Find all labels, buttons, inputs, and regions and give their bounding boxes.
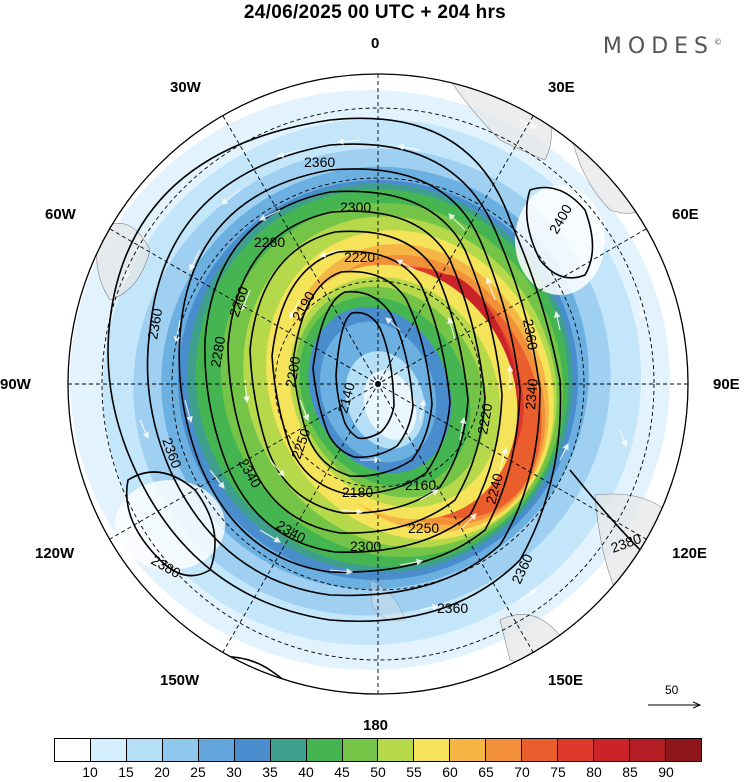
contour-label: 2160 xyxy=(405,477,436,493)
brand-logo: MODES© xyxy=(603,34,722,59)
contour-label: 2300 xyxy=(350,538,381,554)
colorbar-tick-label: 35 xyxy=(262,764,278,780)
brand-mark: © xyxy=(714,37,722,47)
colorbar-tick-label: 60 xyxy=(442,764,458,780)
lon-label-30w: 30W xyxy=(170,79,201,96)
lon-label-60e: 60E xyxy=(672,206,699,223)
contour-label: 2280 xyxy=(254,234,285,250)
pole-marker xyxy=(375,381,381,387)
colorbar-segment xyxy=(594,739,630,761)
contour-label: 2220 xyxy=(344,249,375,265)
height-contours xyxy=(68,117,688,694)
colorbar-segment xyxy=(270,739,307,761)
contour-label: 2180 xyxy=(342,484,373,500)
contour-label: 2360 xyxy=(304,154,335,170)
colorbar-segment xyxy=(414,739,451,761)
map-boundary xyxy=(67,73,689,695)
contour-label: 2360 xyxy=(144,307,165,341)
colorbar-tick-label: 65 xyxy=(478,764,494,780)
colorbar-tick-label: 55 xyxy=(406,764,422,780)
colorbar xyxy=(54,738,702,762)
colorbar-segment xyxy=(450,739,487,761)
colorbar-segment xyxy=(486,739,523,761)
colorbar-tick-label: 20 xyxy=(154,764,170,780)
contour-label: 2250 xyxy=(408,520,439,536)
contour-label: 2360 xyxy=(437,600,468,616)
colorbar-tick-label: 15 xyxy=(118,764,134,780)
lon-label-90w: 90W xyxy=(0,376,31,393)
lon-label-180: 180 xyxy=(363,717,389,734)
map-title: 24/06/2025 00 UTC + 204 hrs xyxy=(243,2,507,23)
colorbar-segment xyxy=(306,739,343,761)
colorbar-segment xyxy=(665,739,701,761)
colorbar-segment xyxy=(90,739,127,761)
lon-label-120e: 120E xyxy=(672,545,708,562)
colorbar-tick-label: 85 xyxy=(622,764,638,780)
colorbar-segment xyxy=(522,739,559,761)
colorbar-segment xyxy=(55,739,91,761)
colorbar-tick-label: 50 xyxy=(370,764,386,780)
colorbar-segment xyxy=(198,739,235,761)
contour-label: 2300 xyxy=(340,199,371,215)
lon-label-150w: 150W xyxy=(160,672,200,689)
colorbar-segment xyxy=(162,739,199,761)
colorbar-tick-label: 10 xyxy=(82,764,98,780)
contour-label: 2220 xyxy=(474,402,495,436)
lon-label-0: 0 xyxy=(371,35,380,52)
colorbar-tick-label: 70 xyxy=(514,764,530,780)
colorbar-tick-label: 25 xyxy=(190,764,206,780)
colorbar-segment xyxy=(630,739,666,761)
lon-label-90e: 90E xyxy=(713,376,740,393)
contour-label: 2240 xyxy=(482,471,506,505)
colorbar-segment xyxy=(126,739,163,761)
colorbar-ticks: 10 15 20 25 30 35 40 45 50 55 60 65 70 75 80 85 90 xyxy=(54,764,702,780)
colorbar-tick-label: 90 xyxy=(658,764,674,780)
colorbar-tick-label: 80 xyxy=(586,764,602,780)
contour-label: 2200 xyxy=(282,355,303,389)
wind-vectors xyxy=(123,119,645,611)
lon-label-30e: 30E xyxy=(548,79,575,96)
colorbar-tick-label: 75 xyxy=(550,764,566,780)
colorbar-segment xyxy=(234,739,271,761)
contour-label: 2140 xyxy=(334,380,358,414)
vector-scale-label: 50 xyxy=(665,683,679,697)
lon-label-120w: 120W xyxy=(35,545,75,562)
colorbar-tick-label: 40 xyxy=(298,764,314,780)
brand-text: MODES xyxy=(602,34,714,59)
contour-label: 2340 xyxy=(522,378,541,411)
colorbar-segment xyxy=(558,739,595,761)
colorbar-segment xyxy=(342,739,379,761)
lon-label-60w: 60W xyxy=(45,206,76,223)
colorbar-tick-label: 45 xyxy=(334,764,350,780)
contour-label: 2360 xyxy=(520,318,541,352)
colorbar-tick-label: 30 xyxy=(226,764,242,780)
lon-label-150e: 150E xyxy=(548,672,584,689)
contour-label: 2280 xyxy=(207,335,228,369)
colorbar-segment xyxy=(378,739,415,761)
